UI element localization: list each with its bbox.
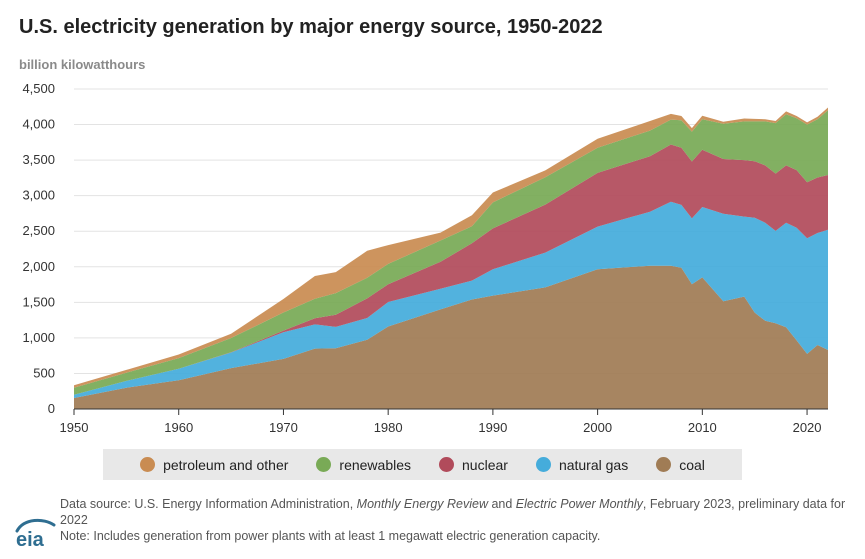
legend-label-coal: coal — [679, 456, 705, 473]
source-suffix: , February 2023, preliminary data for 20… — [60, 497, 846, 527]
source-prefix: Data source: U.S. Energy Information Adm… — [60, 497, 357, 511]
legend-swatch-natural-gas — [535, 457, 551, 472]
y-tick-label: 500 — [33, 365, 55, 380]
y-tick-label: 0 — [48, 401, 55, 416]
legend-label-natural-gas: natural gas — [558, 456, 629, 473]
legend-swatch-coal — [656, 457, 672, 472]
y-tick-label: 4,500 — [22, 81, 55, 96]
legend-item-nuclear[interactable]: nuclear — [439, 457, 508, 473]
legend-item-renewables[interactable]: renewables — [316, 457, 411, 473]
source-publication-2: Electric Power Monthly — [515, 497, 643, 511]
legend-label-renewables: renewables — [339, 456, 412, 473]
area-petroleum-and-other[interactable] — [74, 107, 828, 388]
x-tick-label: 2000 — [583, 420, 612, 435]
source-publication-1: Monthly Energy Review — [356, 497, 488, 511]
source-and: and — [487, 497, 516, 511]
eia-logo[interactable]: eia — [14, 515, 58, 549]
data-source-note: Data source: U.S. Energy Information Adm… — [60, 496, 850, 544]
x-tick-label: 1950 — [60, 420, 89, 435]
y-tick-label: 3,000 — [22, 188, 55, 203]
x-tick-label: 2020 — [793, 420, 822, 435]
y-tick-label: 3,500 — [22, 152, 55, 167]
legend-item-petroleum-and-other[interactable]: petroleum and other — [140, 457, 288, 473]
x-tick-label: 1960 — [164, 420, 193, 435]
y-axis-units-label: billion kilowatthours — [19, 57, 146, 72]
area-coal[interactable] — [74, 265, 828, 409]
chart-title: U.S. electricity generation by major ene… — [19, 16, 603, 38]
legend-swatch-nuclear — [439, 457, 455, 472]
chart-legend: petroleum and other renewables nuclear n… — [103, 449, 742, 480]
area-nuclear[interactable] — [74, 144, 828, 395]
y-tick-label: 1,500 — [22, 294, 55, 309]
x-tick-label: 1980 — [374, 420, 403, 435]
x-tick-label: 1970 — [269, 420, 298, 435]
legend-label-petroleum-and-other: petroleum and other — [163, 456, 289, 473]
y-tick-label: 4,000 — [22, 117, 55, 132]
y-tick-label: 2,500 — [22, 223, 55, 238]
y-tick-label: 1,000 — [22, 330, 55, 345]
x-tick-label: 1990 — [478, 420, 507, 435]
legend-label-nuclear: nuclear — [462, 456, 508, 473]
legend-swatch-renewables — [316, 457, 332, 472]
note-text: Note: Includes generation from power pla… — [60, 529, 601, 543]
y-tick-label: 2,000 — [22, 259, 55, 274]
legend-item-coal[interactable]: coal — [656, 457, 705, 473]
x-tick-label: 2010 — [688, 420, 717, 435]
legend-item-natural-gas[interactable]: natural gas — [535, 456, 629, 473]
eia-logo-text: eia — [16, 529, 45, 549]
legend-swatch-petroleum-and-other — [140, 457, 156, 472]
stacked-area-chart: 0 500 1,000 1,500 2,000 2,500 3,000 3,500 4,000 4… — [22, 81, 828, 435]
area-renewables[interactable] — [74, 110, 828, 395]
area-natural-gas[interactable] — [74, 201, 828, 398]
